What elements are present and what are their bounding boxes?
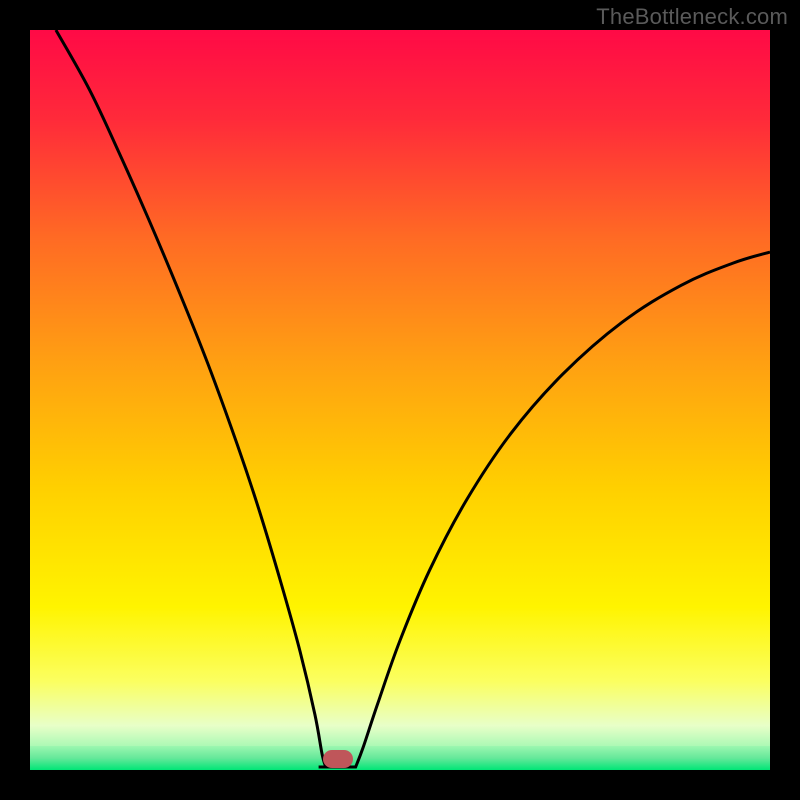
curve-path: [56, 30, 770, 767]
plot-area: [30, 30, 770, 770]
watermark-text: TheBottleneck.com: [596, 4, 788, 30]
optimum-marker: [323, 750, 353, 768]
bottleneck-curve: [30, 30, 770, 770]
